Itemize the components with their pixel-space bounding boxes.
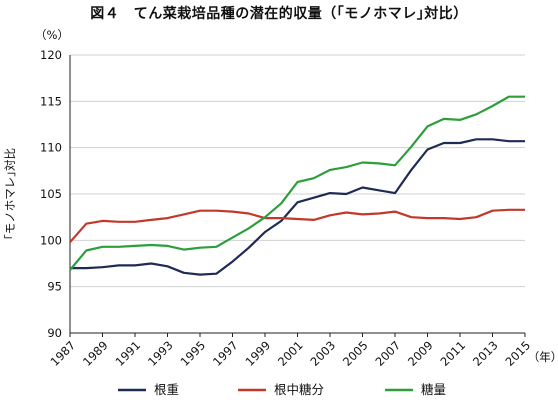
series-line-1 <box>70 138 525 276</box>
y-tick-label: 90 <box>47 326 62 340</box>
x-tick-label: 1991 <box>113 338 144 369</box>
x-tick-label: 1997 <box>210 338 241 369</box>
x-tick-label: 2007 <box>373 338 404 369</box>
x-tick-label: 1987 <box>48 338 79 369</box>
series-line-3 <box>69 95 525 271</box>
x-tick-label: 2001 <box>275 338 306 369</box>
x-tick-label: 2013 <box>470 338 501 369</box>
y-tick-label: 100 <box>40 233 62 247</box>
y-tick-label: 95 <box>47 280 62 294</box>
y-tick-label: 120 <box>40 48 62 62</box>
x-tick-label: 2009 <box>405 338 436 369</box>
x-tick-label: 1995 <box>178 338 209 369</box>
y-tick-label: 115 <box>40 94 62 108</box>
y-axis-title: ｢モノホマレ｣対比 <box>3 148 17 240</box>
grid-layer <box>70 54 525 334</box>
x-tick-label: 1993 <box>145 338 176 369</box>
legend: 根重 根中糖分 糖量 <box>118 382 446 397</box>
axis-layer <box>69 55 526 337</box>
y-tick-label: 110 <box>40 141 62 155</box>
x-tick-label: 1999 <box>243 338 274 369</box>
series-layer <box>69 95 525 276</box>
chart-title: 図４ てん菜栽培品種の潜在的収量（｢モノホマレ｣対比） <box>90 6 468 22</box>
x-tick-label: 2003 <box>308 338 339 369</box>
legend-label-1: 根重 <box>154 382 179 397</box>
y-unit-label: （%） <box>35 28 69 42</box>
x-unit-label: （年） <box>528 350 558 364</box>
x-tick-label: 2011 <box>438 338 469 369</box>
legend-label-3: 糖量 <box>421 382 446 397</box>
series-line-2 <box>69 208 525 243</box>
x-tick-label: 2005 <box>340 338 371 369</box>
legend-label-2: 根中糖分 <box>274 382 324 397</box>
y-tick-label: 105 <box>40 187 62 201</box>
x-tick-label: 1989 <box>80 338 111 369</box>
